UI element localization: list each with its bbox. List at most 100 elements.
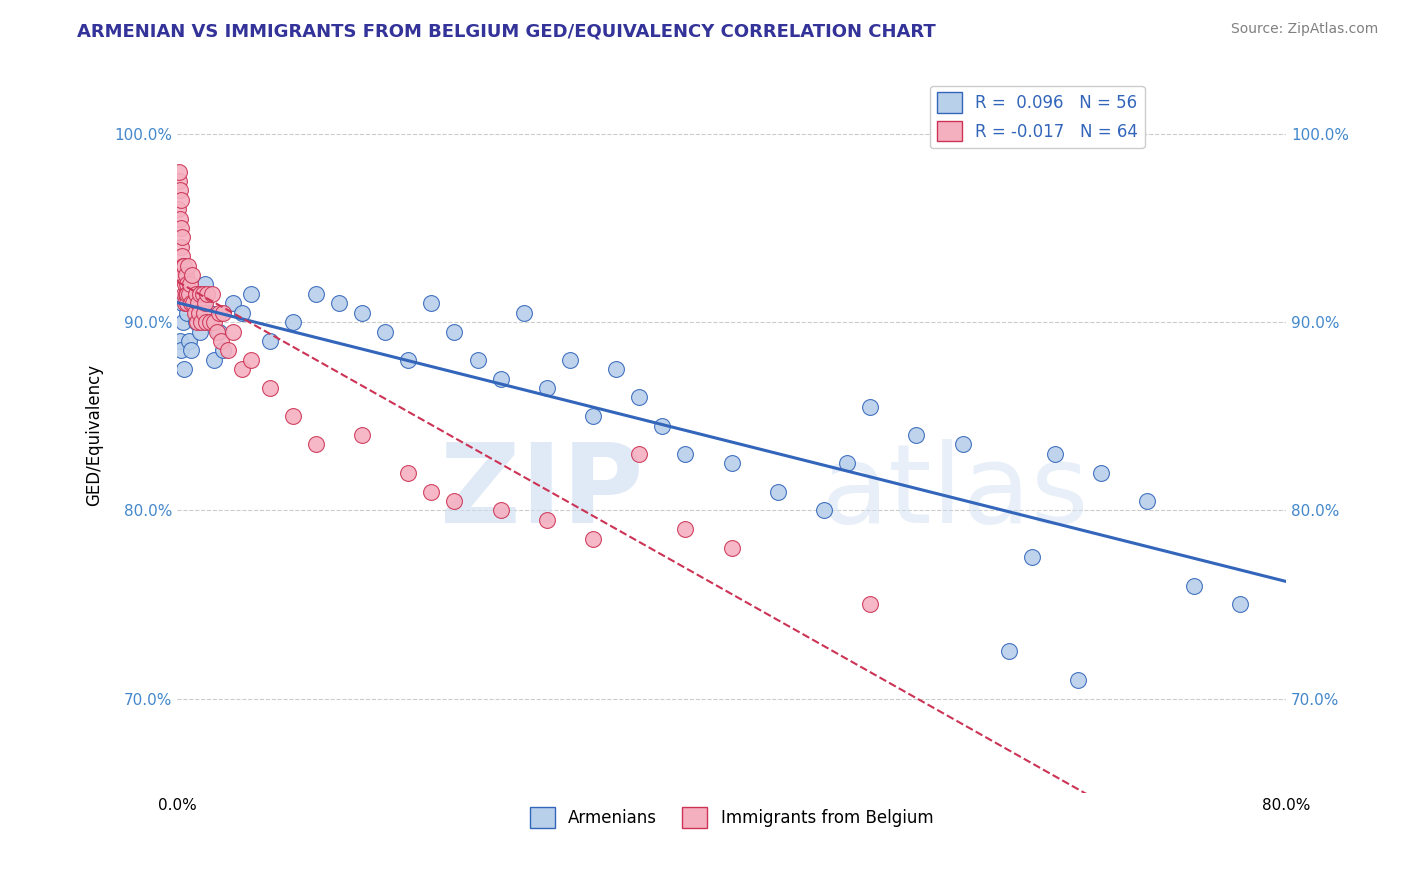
Point [259,334,281,348]
Point [352,306,374,320]
Point [628,447,651,461]
Point [179,277,201,292]
Point [673,447,696,461]
Point [420,484,443,499]
Point [176,286,198,301]
Point [176,277,198,292]
Point [191,296,214,310]
Point [952,437,974,451]
Point [170,221,193,235]
Point [187,296,209,310]
Legend: Armenians, Immigrants from Belgium: Armenians, Immigrants from Belgium [523,801,941,834]
Point [605,362,627,376]
Point [194,315,217,329]
Point [174,296,197,310]
Point [859,400,882,414]
Point [420,296,443,310]
Point [1229,598,1251,612]
Point [194,296,217,310]
Point [259,381,281,395]
Point [177,334,200,348]
Point [536,513,558,527]
Point [176,306,198,320]
Point [170,296,193,310]
Point [489,371,512,385]
Point [184,315,207,329]
Point [170,193,193,207]
Point [172,315,194,329]
Point [172,268,194,282]
Point [352,428,374,442]
Point [198,306,221,320]
Point [489,503,512,517]
Point [396,466,419,480]
Point [188,306,211,320]
Point [396,352,419,367]
Point [208,306,231,320]
Point [198,315,221,329]
Text: ZIP: ZIP [440,439,643,546]
Point [173,277,195,292]
Point [281,315,304,329]
Point [305,437,328,451]
Point [172,259,194,273]
Point [905,428,928,442]
Point [209,334,232,348]
Point [167,202,190,217]
Point [173,362,195,376]
Point [184,306,207,320]
Point [217,343,239,358]
Point [1182,579,1205,593]
Point [174,286,197,301]
Point [177,286,200,301]
Point [191,286,214,301]
Point [536,381,558,395]
Point [231,306,253,320]
Point [202,352,225,367]
Point [240,352,263,367]
Point [180,296,202,310]
Point [212,343,235,358]
Point [184,286,207,301]
Point [201,286,224,301]
Point [443,325,465,339]
Point [190,286,212,301]
Point [169,183,191,197]
Point [720,541,742,555]
Point [1043,447,1066,461]
Point [169,211,191,226]
Point [169,240,191,254]
Point [172,230,194,244]
Point [190,315,212,329]
Point [1067,673,1090,687]
Point [628,391,651,405]
Point [167,164,190,178]
Point [766,484,789,499]
Point [193,306,215,320]
Point [183,296,205,310]
Point [997,644,1019,658]
Point [205,325,228,339]
Point [374,325,396,339]
Point [195,286,218,301]
Point [190,325,212,339]
Point [202,315,225,329]
Point [582,409,605,424]
Point [180,343,202,358]
Point [443,494,465,508]
Point [186,315,208,329]
Point [183,296,205,310]
Point [176,296,198,310]
Point [169,334,191,348]
Point [328,296,350,310]
Point [181,268,204,282]
Point [835,456,858,470]
Point [240,286,263,301]
Text: atlas: atlas [820,439,1088,546]
Point [231,362,253,376]
Point [194,277,217,292]
Point [174,286,197,301]
Point [177,259,200,273]
Point [305,286,328,301]
Point [651,418,673,433]
